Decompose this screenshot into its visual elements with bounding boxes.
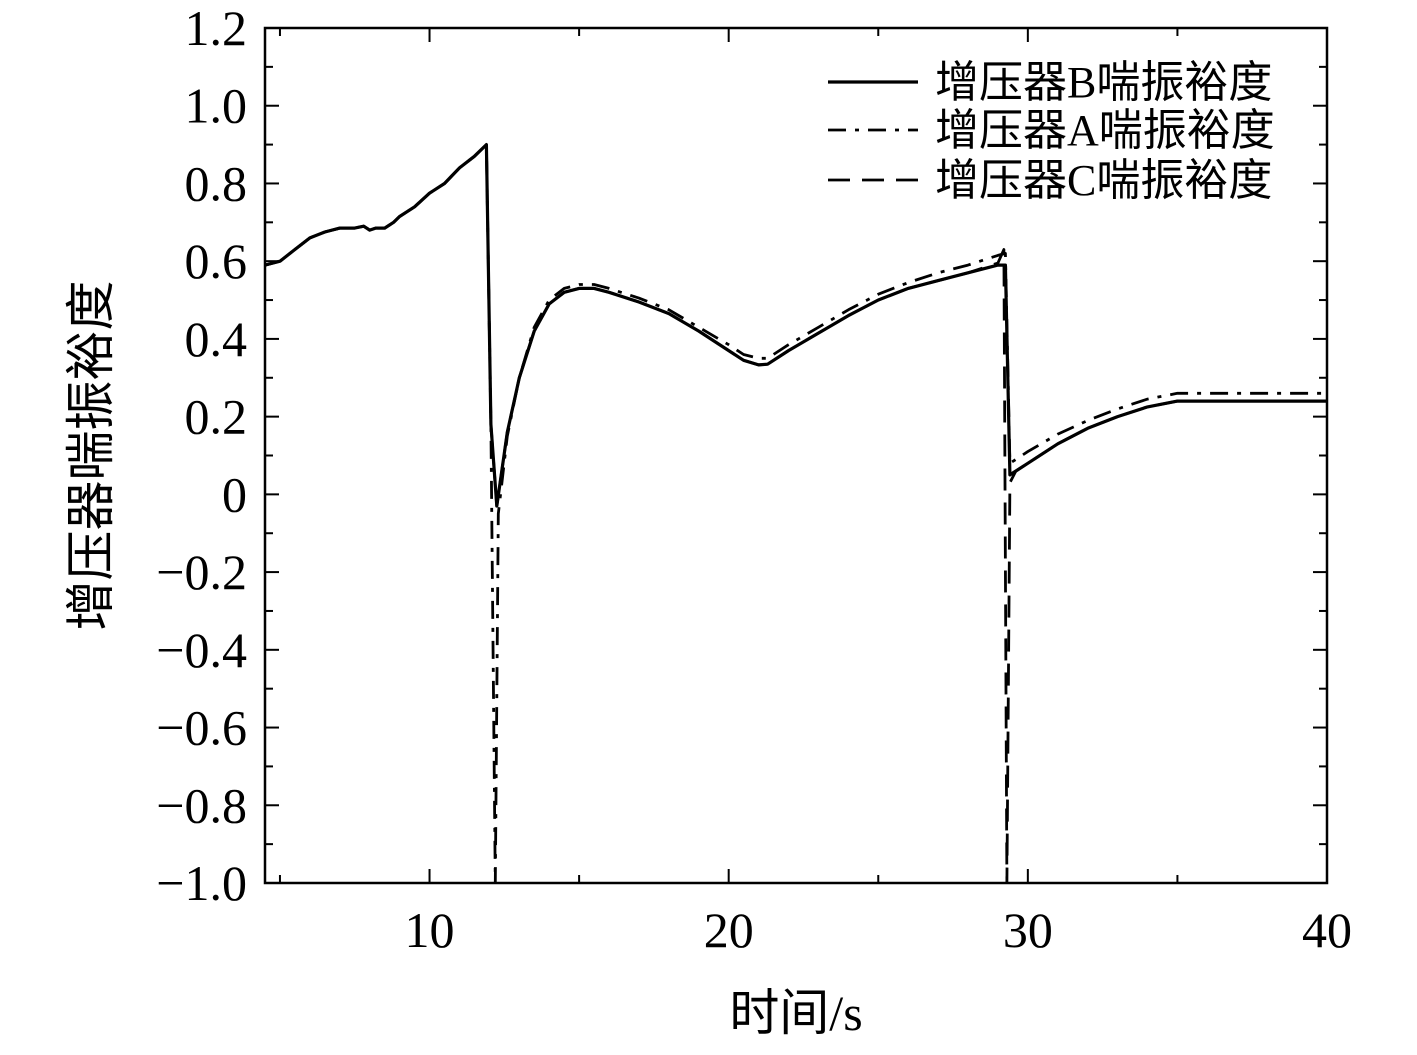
y-tick-label: 0.8 [185, 155, 248, 211]
y-tick-label: 0.4 [185, 311, 248, 367]
x-axis-title: 时间/s [729, 985, 862, 1041]
tick-labels-layer: 1.2 1.0 0.8 0.6 0.4 0.2 0 −0.2 −0.4 −0.6 −0.8 −1.0 1… [156, 0, 1352, 958]
x-tick-label: 30 [1003, 902, 1053, 958]
legend: 增压器B喘振裕度 增压器A喘振裕度 增压器C喘振裕度 [828, 58, 1275, 205]
x-tick-label: 10 [405, 902, 455, 958]
y-tick-label: 0 [222, 466, 247, 522]
x-tick-label: 40 [1302, 902, 1352, 958]
legend-label-series-b: 增压器B喘振裕度 [935, 58, 1272, 107]
series-line-b [265, 143, 1327, 508]
y-tick-label: −0.8 [156, 777, 247, 833]
y-tick-label: 1.0 [185, 78, 248, 134]
series-line-a [265, 143, 1327, 883]
y-tick-label: −0.6 [156, 700, 247, 756]
y-tick-label: 1.2 [185, 0, 248, 56]
y-axis-title: 增压器喘振裕度 [63, 281, 119, 631]
legend-label-series-a: 增压器A喘振裕度 [935, 106, 1275, 155]
series-line-c [265, 143, 1327, 883]
y-tick-label: 0.2 [185, 389, 248, 445]
y-tick-label: −0.2 [156, 544, 247, 600]
x-tick-label: 20 [704, 902, 754, 958]
y-tick-label: −1.0 [156, 855, 247, 911]
series-layer [265, 143, 1327, 883]
y-tick-label: 0.6 [185, 233, 248, 289]
y-tick-label: −0.4 [156, 622, 247, 678]
legend-label-series-c: 增压器C喘振裕度 [935, 156, 1272, 205]
ticks-layer [265, 27, 1328, 884]
